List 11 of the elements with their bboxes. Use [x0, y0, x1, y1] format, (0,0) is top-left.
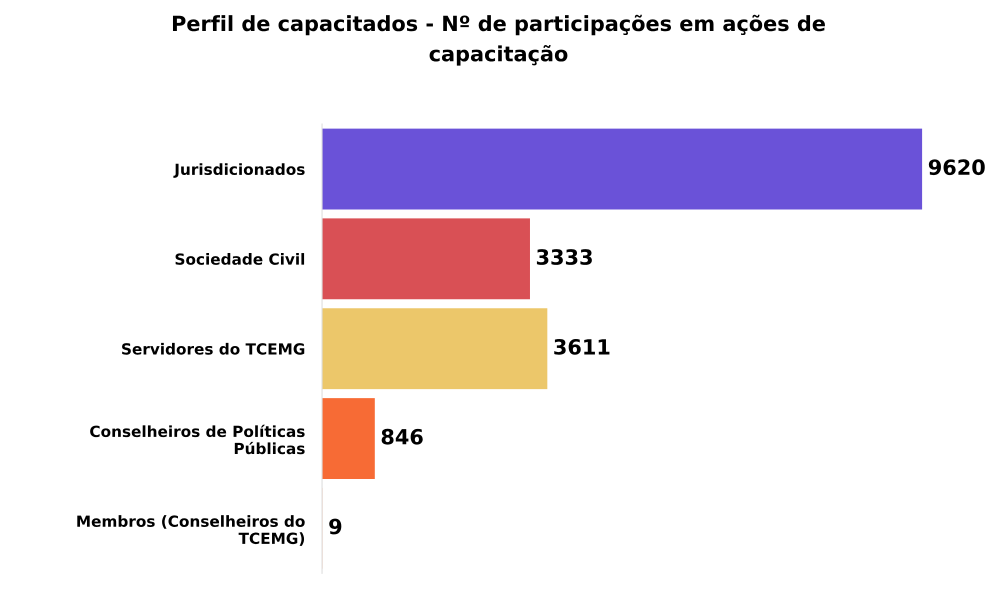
y-tick-label: Jurisdicionados [173, 163, 305, 178]
data-label: 9 [329, 518, 342, 534]
data-label: 9620 [928, 159, 985, 176]
data-label: 3333 [536, 249, 592, 265]
chart-title: Perfil de capacitados - Nº de participações em ações de capacitação [172, 14, 825, 66]
data-label: 846 [382, 428, 423, 445]
data-label: 3611 [554, 338, 610, 355]
y-tick-label: Servidores do TCEMG [122, 342, 304, 355]
y-tick-label: Membros (Conselheiros do TCEMG) [77, 515, 305, 546]
y-tick-label: Sociedade Civil [176, 253, 304, 265]
y-tick-label: Conselheiros de Políticas Públicas [90, 424, 305, 454]
